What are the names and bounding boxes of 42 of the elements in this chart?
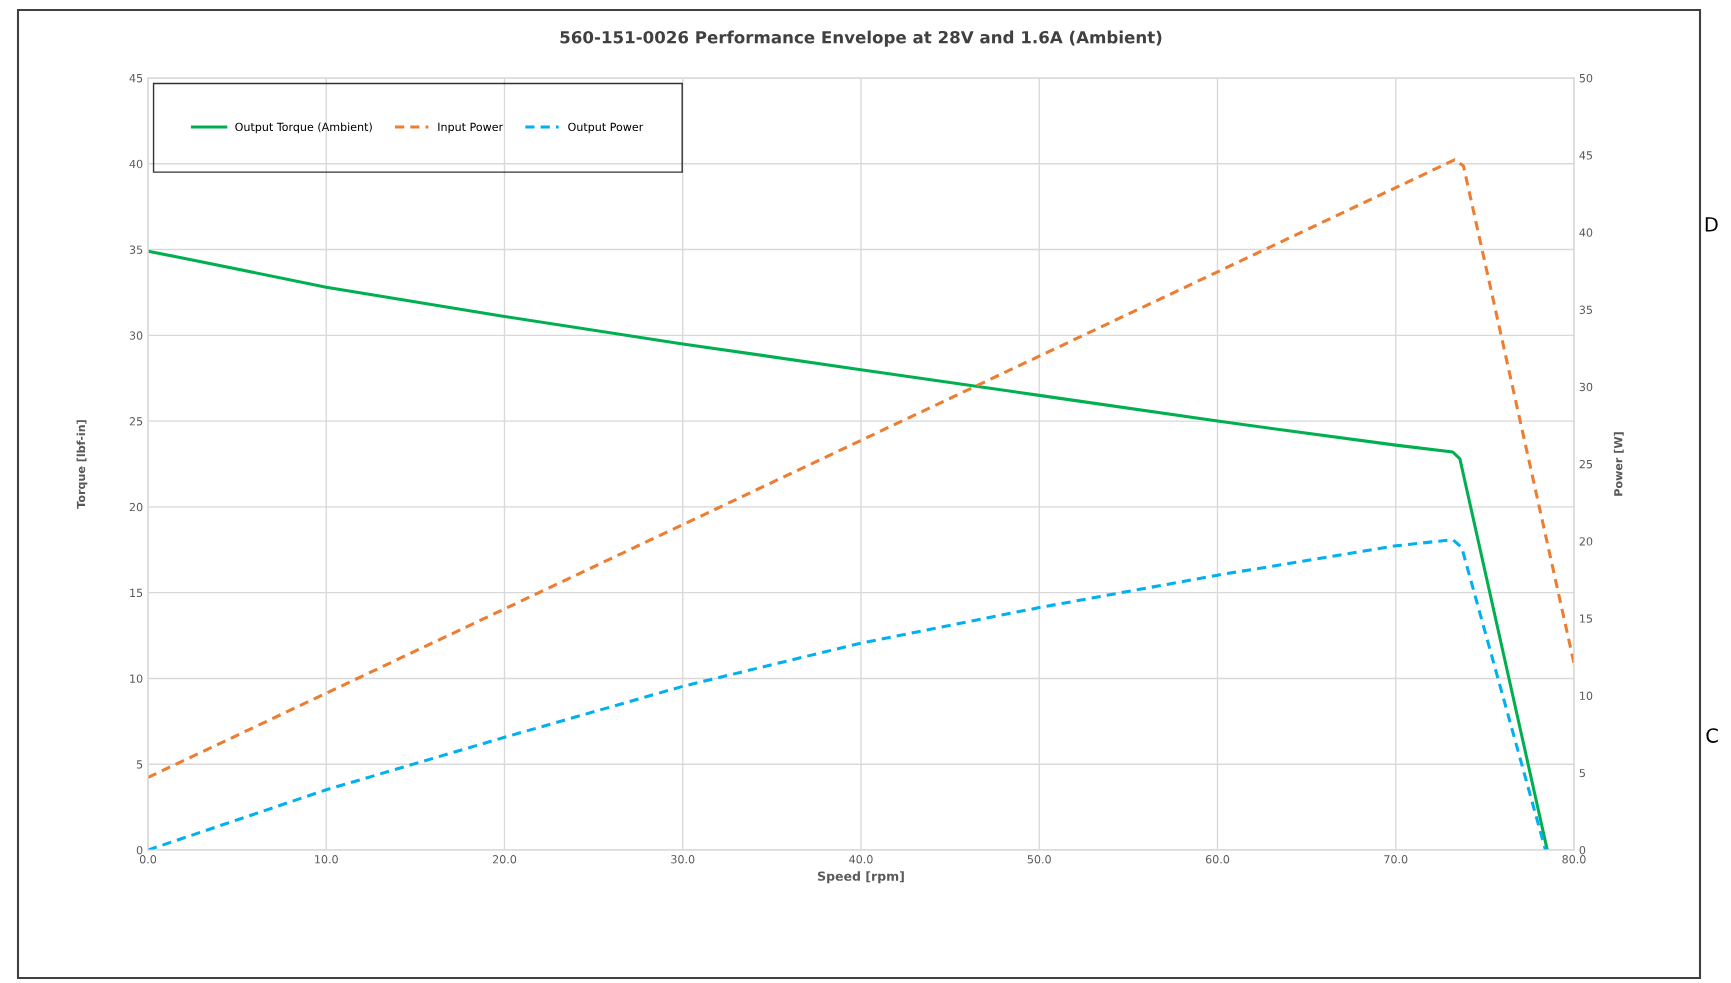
legend-label: Output Power <box>568 122 644 134</box>
y-axis-title: Torque [lbf-in] <box>76 420 88 509</box>
x-tick-label: 50.0 <box>1027 855 1051 864</box>
y-tick-label: 35 <box>129 245 143 254</box>
y2-tick-label: 30 <box>1579 382 1593 392</box>
line-series <box>148 249 1549 850</box>
y-tick-label: 10 <box>130 674 143 683</box>
y-tick-label: 40 <box>129 159 143 169</box>
y2-tick-label: 50 <box>1579 73 1593 83</box>
x-tick-label: 20.0 <box>492 855 517 864</box>
text: D <box>1705 217 1718 232</box>
y-tick-label: 0 <box>136 845 143 855</box>
line-series <box>148 158 1574 779</box>
x-tick-label: 30.0 <box>671 855 695 864</box>
x-tick-label: 0.0 <box>139 855 157 864</box>
legend-label: Input Power <box>438 122 504 134</box>
y-tick-label: 5 <box>136 760 143 769</box>
x-tick-label: 10.0 <box>315 855 338 864</box>
x-tick-label: 40.0 <box>849 855 873 864</box>
y2-axis-title: Power [W] <box>1613 432 1624 496</box>
x-tick-label: 70.0 <box>1384 855 1408 864</box>
y2-tick-label: 5 <box>1579 768 1585 778</box>
y2-tick-label: 10 <box>1580 691 1593 700</box>
y-tick-label: 45 <box>129 74 143 83</box>
line-series <box>148 538 1548 850</box>
y2-tick-label: 20 <box>1579 537 1593 546</box>
x-axis-title: Speed [rpm] <box>818 871 904 884</box>
y2-tick-label: 35 <box>1579 305 1593 314</box>
legend-label: Output Torque (Ambient) <box>235 122 372 134</box>
y2-tick-label: 0 <box>1579 845 1586 855</box>
y2-tick-label: 25 <box>1579 459 1593 469</box>
text: C <box>1706 728 1718 743</box>
x-tick-label: 80.0 <box>1562 855 1586 864</box>
y2-tick-label: 15 <box>1580 614 1593 623</box>
y-tick-label: 25 <box>129 417 143 426</box>
y-tick-label: 20 <box>129 502 143 512</box>
y-tick-label: 30 <box>129 331 143 340</box>
y2-tick-label: 40 <box>1579 228 1593 237</box>
y2-tick-label: 45 <box>1579 151 1593 160</box>
y-tick-label: 15 <box>130 588 143 598</box>
x-tick-label: 60.0 <box>1205 855 1230 864</box>
chart-title: 560-151-0026 Performance Envelope at 28V and 1.6A (Ambient) <box>560 30 1162 47</box>
